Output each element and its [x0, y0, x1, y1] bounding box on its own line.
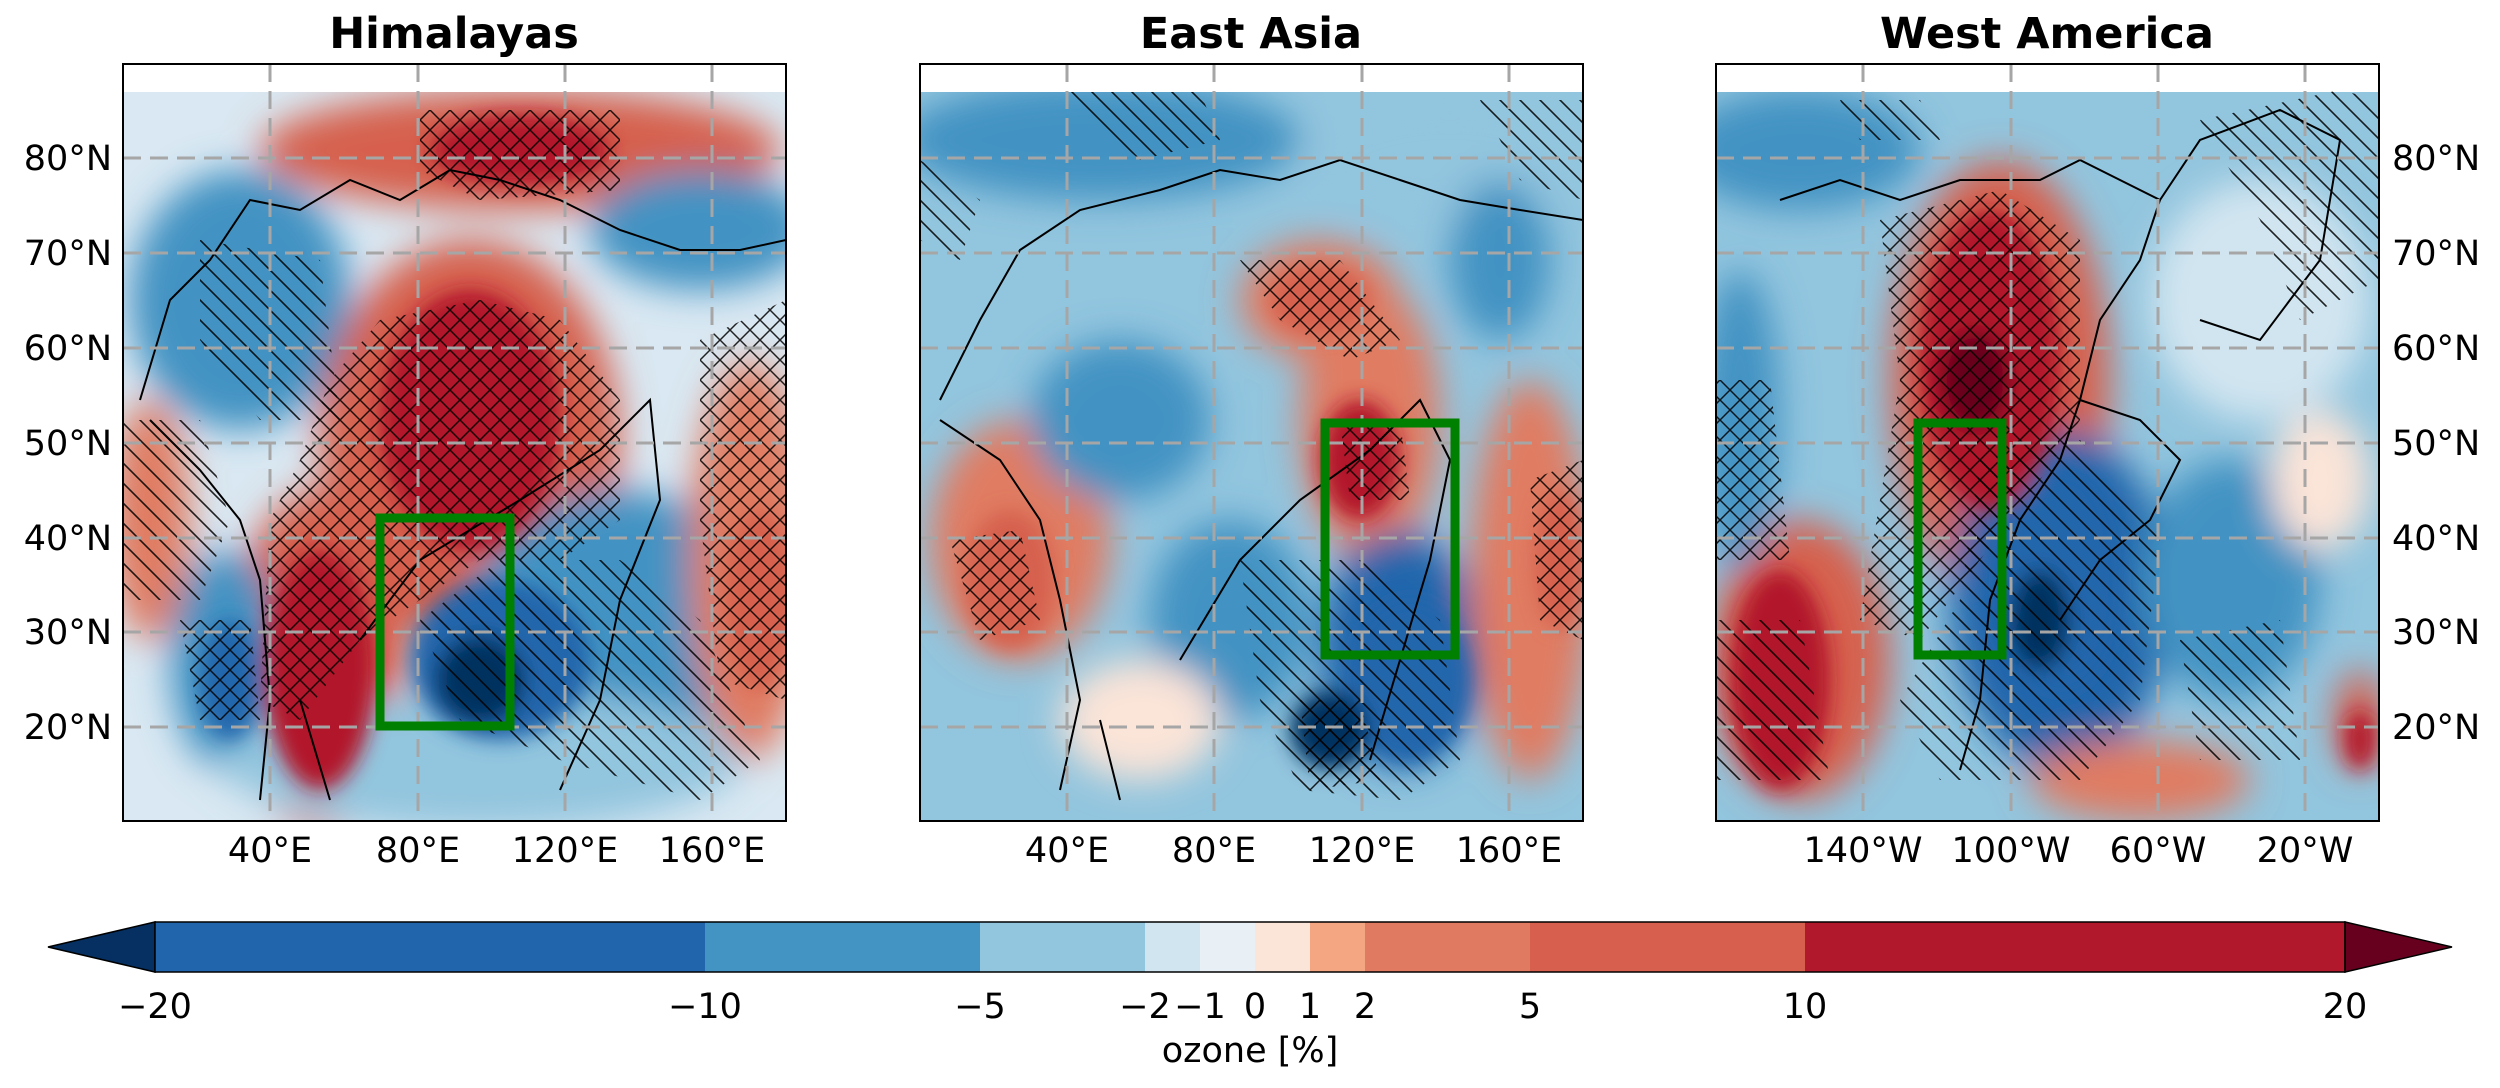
- colorbar-segment: [1365, 922, 1530, 972]
- colorbar-segment: [155, 922, 705, 972]
- map-frame: [919, 63, 1584, 822]
- region-box: [1913, 418, 2007, 660]
- colorbar-tick-labels: −20 −10 −5 −2 −1 0 1 2 5 10 20: [118, 987, 2367, 1027]
- region-box: [375, 513, 515, 731]
- colorbar-segment: [1805, 922, 2345, 972]
- graticule: [123, 64, 786, 821]
- x-tick-label: 160°E: [659, 831, 765, 871]
- colorbar-segment: [1255, 922, 1310, 972]
- colorbar-frame: [154, 921, 2346, 973]
- x-tick-label: 120°E: [512, 831, 618, 871]
- colorbar-segments: [47, 921, 2453, 973]
- graticule: [1716, 64, 2379, 821]
- colorbar-segment: [1310, 922, 1365, 972]
- x-tick-labels: 40°E 80°E 120°E 160°E: [1025, 831, 1562, 871]
- panel-east-asia: East Asia: [919, 9, 1584, 871]
- x-tick-label: 160°E: [1456, 831, 1562, 871]
- colorbar-tick-label: −2: [1119, 987, 1171, 1027]
- region-box: [1320, 418, 1460, 660]
- colorbar-tick-label: 0: [1244, 987, 1266, 1027]
- colorbar-tick-label: 2: [1354, 987, 1376, 1027]
- colorbar-tick-label: 1: [1299, 987, 1321, 1027]
- colorbar-label: ozone [%]: [1162, 1031, 1339, 1071]
- y-tick-labels: 80°N 70°N 60°N 50°N 40°N 30°N 20°N: [24, 139, 112, 748]
- panel-himalayas: Himalayas: [24, 9, 787, 871]
- y-tick-label: 30°N: [2392, 613, 2480, 653]
- colorbar-segment: [1530, 922, 1805, 972]
- x-tick-label: 80°E: [376, 831, 460, 871]
- x-tick-label: 60°W: [2110, 831, 2207, 871]
- y-tick-label: 70°N: [2392, 234, 2480, 274]
- panel-title: West America: [1880, 9, 2214, 59]
- y-tick-label: 40°N: [2392, 519, 2480, 559]
- colorbar-segment: [705, 922, 980, 972]
- colorbar-tick-label: 20: [2323, 987, 2368, 1027]
- x-tick-label: 80°E: [1172, 831, 1256, 871]
- colorbar-tick-label: −20: [118, 987, 192, 1027]
- colorbar-extend-min: [47, 921, 156, 973]
- y-tick-label: 40°N: [24, 519, 112, 559]
- panel-west-america: West America: [1715, 9, 2480, 871]
- y-tick-label: 80°N: [24, 139, 112, 179]
- y-tick-label: 20°N: [2392, 708, 2480, 748]
- y-tick-label: 50°N: [24, 424, 112, 464]
- y-tick-label: 50°N: [2392, 424, 2480, 464]
- x-tick-label: 20°W: [2257, 831, 2354, 871]
- colorbar-tick-label: −10: [668, 987, 742, 1027]
- x-tick-labels: 40°E 80°E 120°E 160°E: [228, 831, 765, 871]
- graticule: [920, 64, 1583, 821]
- x-tick-labels: 140°W 100°W 60°W 20°W: [1804, 831, 2354, 871]
- colorbar-tick-label: −1: [1174, 987, 1226, 1027]
- x-tick-label: 140°W: [1804, 831, 1923, 871]
- map-frame: [122, 63, 787, 822]
- x-tick-label: 40°E: [228, 831, 312, 871]
- map-field: [123, 64, 786, 821]
- y-tick-label: 60°N: [2392, 329, 2480, 369]
- y-tick-labels: 80°N 70°N 60°N 50°N 40°N 30°N 20°N: [2392, 139, 2480, 748]
- colorbar-tick-label: −5: [954, 987, 1006, 1027]
- x-tick-label: 120°E: [1309, 831, 1415, 871]
- y-tick-label: 80°N: [2392, 139, 2480, 179]
- colorbar-tick-label: 5: [1519, 987, 1541, 1027]
- x-tick-label: 100°W: [1952, 831, 2071, 871]
- map-frame: [1715, 63, 2380, 822]
- y-tick-label: 20°N: [24, 708, 112, 748]
- colorbar-segment: [980, 922, 1145, 972]
- colorbar: −20 −10 −5 −2 −1 0 1 2 5 10 20 ozone [%]: [47, 921, 2453, 1071]
- y-tick-label: 70°N: [24, 234, 112, 274]
- colorbar-segment: [1145, 922, 1200, 972]
- colorbar-tick-label: 10: [1783, 987, 1828, 1027]
- colorbar-segment: [1200, 922, 1255, 972]
- y-tick-label: 30°N: [24, 613, 112, 653]
- panel-title: Himalayas: [329, 9, 579, 59]
- x-tick-label: 40°E: [1025, 831, 1109, 871]
- panel-title: East Asia: [1140, 9, 1362, 59]
- y-tick-label: 60°N: [24, 329, 112, 369]
- colorbar-extend-max: [2344, 921, 2453, 973]
